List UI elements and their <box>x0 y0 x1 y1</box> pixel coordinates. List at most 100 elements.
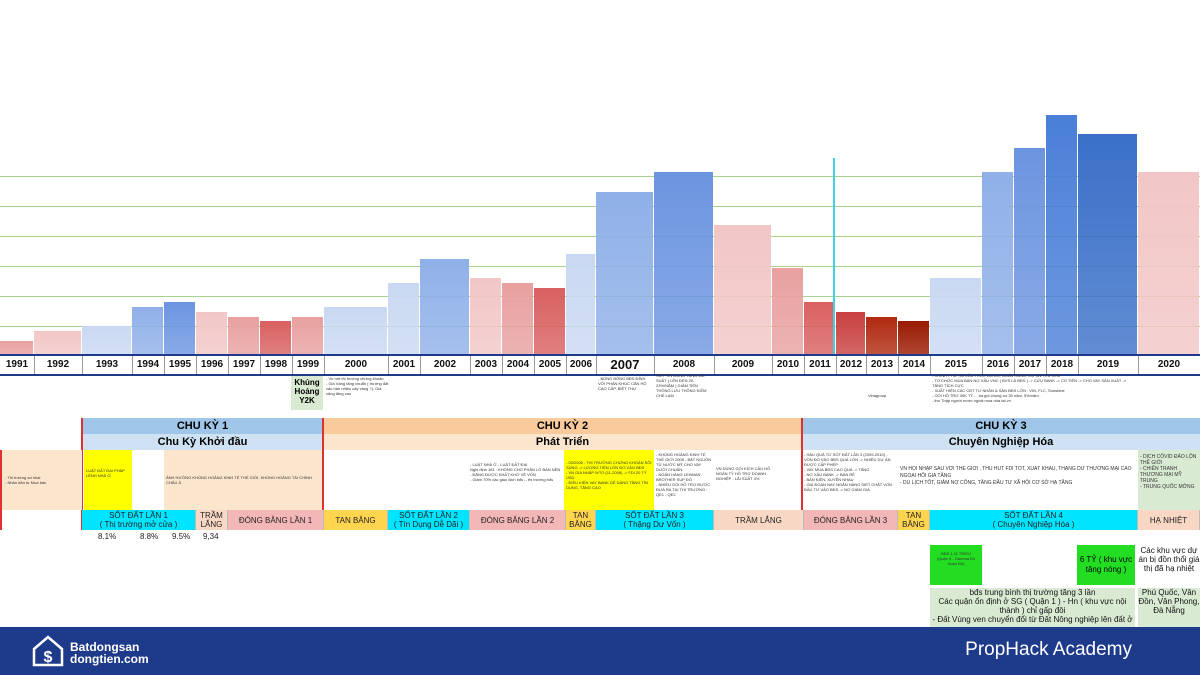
cycle-divider <box>801 418 803 530</box>
event-2010: VN DÙNG GÓI KÍCH CẦU HỖ NGÂN TỶ HỖ TRỢ D… <box>716 466 771 481</box>
year-label-2002: 2002 <box>420 356 471 374</box>
bar-1992 <box>34 331 81 355</box>
summary-box: bđs trung bình thị trường tăng 3 lần Các… <box>930 588 1135 627</box>
summary-line1: bđs trung bình thị trường tăng 3 lần <box>969 588 1096 597</box>
note-2007: - BONG BÓNG BĐS ĐỈNH VỚI PHÂN KHÚC CĂN H… <box>598 376 647 391</box>
summary-side2-box: Phú Quốc, Vân Đồn, Vân Phong, Đà Nẵng <box>1138 588 1200 627</box>
note-2012: Vinagroup <box>868 393 887 398</box>
cycle-1-subtitle: Chu Kỳ Khởi đầu <box>82 434 323 450</box>
year-label-2003: 2003 <box>470 356 503 374</box>
event-2006-text: - 03/2006 : THỊ TRƯỜNG CHỨNG KHOÁN SÔI S… <box>566 460 652 490</box>
green-box-2015-text: BĐS 1 11 TRIỆU (Quận 9 - Gamma Đô Xuân Đ… <box>936 551 976 566</box>
bar-1994 <box>132 307 163 355</box>
summary-line3: - Đất Vùng ven chuyển đổi từ Đất Nông ng… <box>932 615 1133 624</box>
pct-1994: 8.8% <box>140 532 159 541</box>
bar-2012 <box>836 312 865 355</box>
note-2008: SIẾT TÍN DỤNG TĂNG LÃI SUẤT ( LÊN ĐẾN 20… <box>656 373 707 398</box>
pct-1993: 8.1% <box>98 532 117 541</box>
year-label-2013: 2013 <box>866 356 899 374</box>
event-2003: - LUẬT NHÀ Ở - LUẬT ĐẤT ĐAI Nghị định 18… <box>470 462 561 482</box>
summary-side2: Phú Quốc, Vân Đồn, Vân Phong, Đà Nẵng <box>1138 588 1200 615</box>
cycle-3: CHU KỲ 3 Chuyên Nghiệp Hóa <box>802 418 1200 450</box>
year-label-2008: 2008 <box>654 356 715 374</box>
bar-1997 <box>228 317 259 355</box>
phase-10: ĐÓNG BĂNG LẦN 3 <box>804 510 898 530</box>
cycle-3-title: CHU KỲ 3 <box>802 418 1200 434</box>
bar-2001 <box>388 283 419 355</box>
cursor-line <box>833 158 835 355</box>
year-label-1995: 1995 <box>164 356 197 374</box>
phase-7: TAN BĂNG <box>566 510 596 530</box>
year-label-1998: 1998 <box>260 356 293 374</box>
svg-text:$: $ <box>44 649 53 666</box>
bar-2018 <box>1046 115 1077 355</box>
year-label-2000: 2000 <box>324 356 389 374</box>
bar-2016 <box>982 172 1013 355</box>
year-label-2006: 2006 <box>566 356 597 374</box>
event-1991: - Thị trường sơ khai - Nhân dân tự Mua b… <box>5 475 47 485</box>
summary-line2: Các quận ổn định ở SG ( Quận 1 ) - Hn ( … <box>938 597 1127 615</box>
note-2000: - Vn mở thị trường chứng khoán - Giá Vàn… <box>326 376 389 396</box>
bar-2015 <box>930 278 981 355</box>
event-2008: - KHỦNG HOẢNG KINH TẾ THẾ GIỚI 2008 - BẮ… <box>656 452 712 497</box>
bar-1996 <box>196 312 227 355</box>
cycle-1-title: CHU KỲ 1 <box>82 418 323 434</box>
phase-6: ĐÓNG BĂNG LẦN 2 <box>470 510 566 530</box>
bar-2010 <box>772 268 803 355</box>
logo-text: Batdongsan dongtien.com <box>70 641 149 665</box>
phase-9: TRẦM LẮNG <box>714 510 804 530</box>
year-label-2010: 2010 <box>772 356 805 374</box>
event-2020-text: - DỊCH CÔVID ĐẢO LỘN THẾ GIỚI - CHIẾN TR… <box>1140 454 1197 490</box>
event-2020: - DỊCH CÔVID ĐẢO LỘN THẾ GIỚI - CHIẾN TR… <box>1138 450 1200 510</box>
event-bg <box>164 450 322 510</box>
bar-2013 <box>866 317 897 355</box>
logo-icon: $ <box>30 633 66 669</box>
footer: $ Batdongsan dongtien.com PropHack Acade… <box>0 627 1200 675</box>
green-box-2019: 6 TỶ ( khu vực tăng nóng ) <box>1077 545 1135 585</box>
event-1996: ẢNH HƯỞNG KHỦNG HOẢNG KINH TẾ THẾ GIỚI, … <box>166 475 312 485</box>
bar-2004 <box>502 283 533 355</box>
year-label-2017: 2017 <box>1014 356 1047 374</box>
year-label-2012: 2012 <box>836 356 867 374</box>
phase-8: SỐT ĐẤT LẦN 3 ( Thặng Dư Vốn ) <box>596 510 714 530</box>
year-label-1997: 1997 <box>228 356 261 374</box>
bar-chart <box>0 115 1200 355</box>
crisis-label: Khủng Hoảng Y2K <box>291 376 323 410</box>
bar-2019 <box>1078 134 1137 355</box>
phase-13: HẠ NHIỆT <box>1138 510 1200 530</box>
bar-2000 <box>324 307 387 355</box>
year-label-2020: 2020 <box>1138 356 1200 374</box>
event-2015: VN HỘI NHẬP SÂU VỚI THẾ GIỚI , THU HÚT F… <box>900 466 1132 486</box>
cycle-2-title: CHU KỲ 2 <box>323 418 802 434</box>
bar-1995 <box>164 302 195 355</box>
year-label-1999: 1999 <box>292 356 325 374</box>
year-label-2007: 2007 <box>596 356 655 374</box>
phase-5: SỐT ĐẤT LẦN 2 ( Tín Dụng Dễ Dãi ) <box>388 510 470 530</box>
event-2006: - 03/2006 : THỊ TRƯỜNG CHỨNG KHOÁN SÔI S… <box>564 450 654 510</box>
year-label-2014: 2014 <box>898 356 931 374</box>
bar-1999 <box>292 317 323 355</box>
bar-1993 <box>82 326 131 355</box>
cycle-divider <box>322 418 324 530</box>
summary-side1: Các khu vực dự án bị đồn thổi giá thị đã… <box>1138 546 1200 573</box>
phase-11: TAN BĂNG <box>898 510 930 530</box>
logo-line1: Batdongsan <box>70 640 140 654</box>
bar-2003 <box>470 278 501 355</box>
green-box-2015: BĐS 1 11 TRIỆU (Quận 9 - Gamma Đô Xuân Đ… <box>930 545 982 585</box>
year-label-1992: 1992 <box>34 356 83 374</box>
pct-1995: 9.5% <box>172 532 191 541</box>
phase-4: TAN BĂNG <box>324 510 388 530</box>
cycle-divider <box>0 450 2 530</box>
gridline <box>0 176 1200 177</box>
bar-2011 <box>804 302 835 355</box>
cycle-divider <box>81 418 83 530</box>
bar-2005 <box>534 288 565 355</box>
event-2011: - HÀU QUẢ TỪ SỐT ĐẤT LẦN 3 (2009-2010) -… <box>804 452 892 492</box>
cycle-3-subtitle: Chuyên Nghiệp Hóa <box>802 434 1200 450</box>
bar-1991 <box>0 341 33 355</box>
bar-2008 <box>654 172 713 355</box>
year-label-2001: 2001 <box>388 356 421 374</box>
pct-1996: 9,34 <box>203 532 219 541</box>
bar-2002 <box>420 259 469 355</box>
year-label-2011: 2011 <box>804 356 837 374</box>
